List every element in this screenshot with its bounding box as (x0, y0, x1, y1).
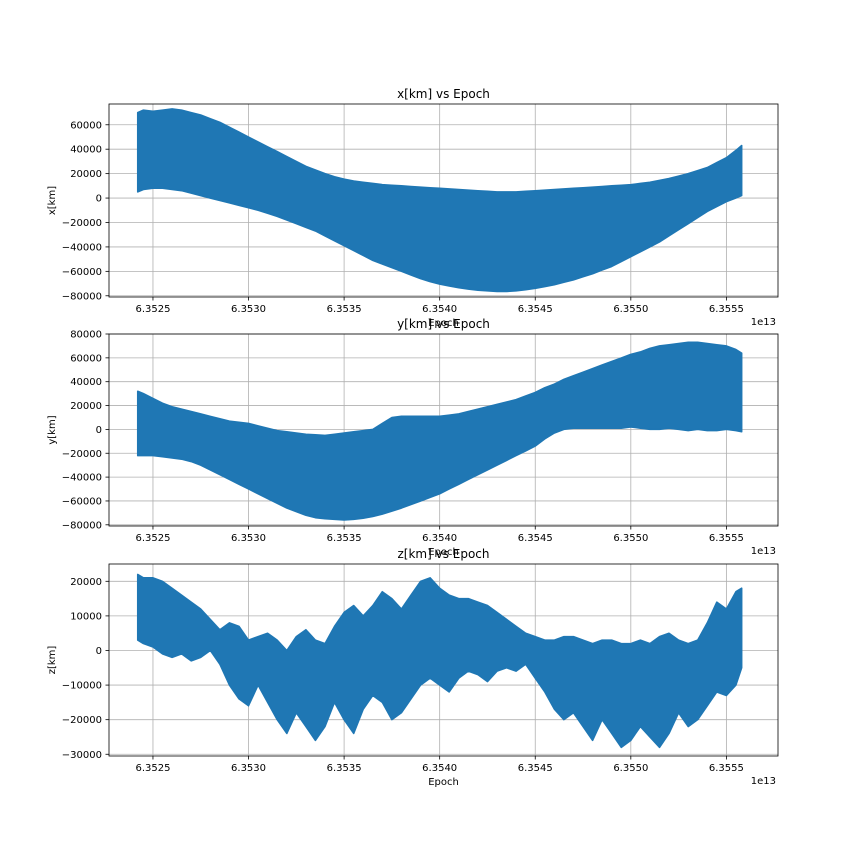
x-tick-label: 6.3525 (135, 304, 170, 315)
x-tick-label: 6.3535 (327, 304, 362, 315)
chart-title: x[km] vs Epoch (397, 87, 490, 101)
x-offset-label: 1e13 (751, 317, 776, 328)
x-offset-label: 1e13 (751, 776, 776, 787)
chart-title: y[km] vs Epoch (397, 317, 490, 331)
y-tick-label: −60000 (62, 267, 102, 278)
x-tick-label: 6.3545 (518, 763, 553, 774)
x-tick-label: 6.3540 (422, 533, 457, 544)
y-tick-label: −10000 (62, 681, 102, 692)
y-tick-label: −80000 (62, 520, 102, 531)
x-tick-label: 6.3545 (518, 533, 553, 544)
x-axis-label: Epoch (428, 777, 459, 788)
y-tick-label: 40000 (70, 377, 102, 388)
x-tick-label: 6.3550 (613, 304, 648, 315)
y-tick-label: −20000 (62, 715, 102, 726)
y-tick-label: −80000 (62, 291, 102, 302)
x-tick-label: 6.3555 (709, 304, 744, 315)
x-tick-label: 6.3540 (422, 763, 457, 774)
y-axis-label: y[km] (47, 415, 58, 444)
y-tick-label: 20000 (70, 401, 102, 412)
y-tick-label: −60000 (62, 496, 102, 507)
y-tick-label: 0 (96, 194, 102, 205)
x-tick-label: 6.3550 (613, 533, 648, 544)
y-tick-label: 60000 (70, 353, 102, 364)
y-tick-label: 80000 (70, 330, 102, 341)
y-tick-label: 20000 (70, 577, 102, 588)
y-tick-label: 0 (96, 646, 102, 657)
x-tick-label: 6.3540 (422, 304, 457, 315)
x-tick-label: 6.3555 (709, 533, 744, 544)
x-tick-label: 6.3550 (613, 763, 648, 774)
x-tick-label: 6.3525 (135, 533, 170, 544)
x-tick-label: 6.3555 (709, 763, 744, 774)
x-tick-label: 6.3535 (327, 533, 362, 544)
y-tick-label: −20000 (62, 218, 102, 229)
y-axis-label: x[km] (47, 186, 58, 215)
y-tick-label: −40000 (62, 242, 102, 253)
y-tick-label: 40000 (70, 145, 102, 156)
x-tick-label: 6.3525 (135, 763, 170, 774)
x-tick-label: 6.3545 (518, 304, 553, 315)
y-tick-label: 60000 (70, 120, 102, 131)
x-tick-label: 6.3535 (327, 763, 362, 774)
y-tick-label: 20000 (70, 169, 102, 180)
x-tick-label: 6.3530 (231, 304, 266, 315)
y-tick-label: 0 (96, 425, 102, 436)
x-tick-label: 6.3530 (231, 763, 266, 774)
y-tick-label: −30000 (62, 750, 102, 761)
x-tick-label: 6.3530 (231, 533, 266, 544)
y-tick-label: −20000 (62, 449, 102, 460)
y-tick-label: −40000 (62, 473, 102, 484)
chart-title: z[km] vs Epoch (397, 547, 489, 561)
y-tick-label: 10000 (70, 611, 102, 622)
y-axis-label: z[km] (47, 646, 58, 675)
x-offset-label: 1e13 (751, 546, 776, 557)
